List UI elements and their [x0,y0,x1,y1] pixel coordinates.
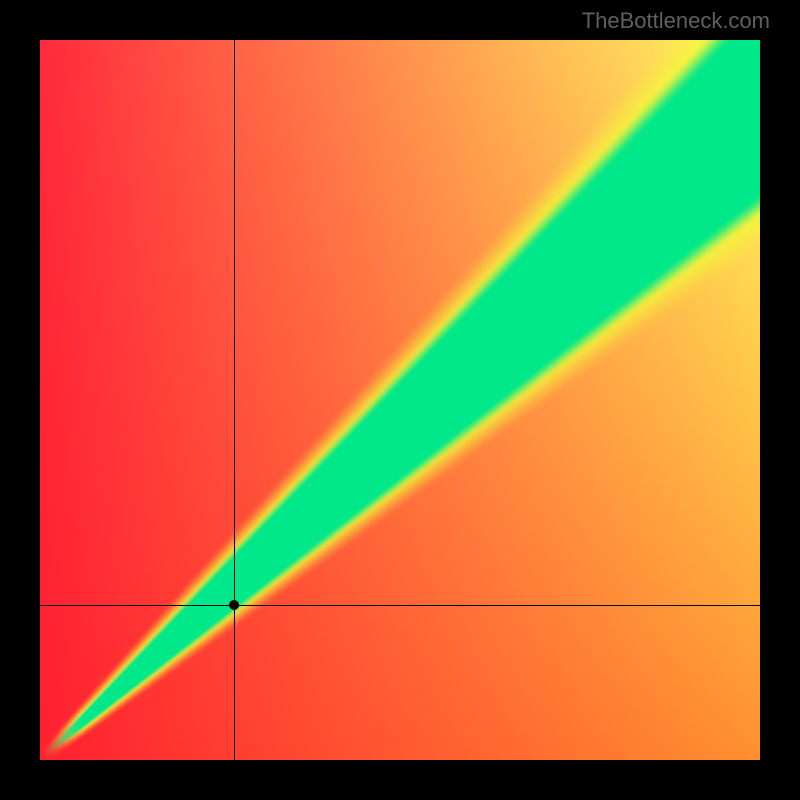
watermark-text: TheBottleneck.com [582,8,770,34]
heatmap-canvas [40,40,760,760]
heatmap-plot [40,40,760,760]
crosshair-horizontal [40,605,760,606]
crosshair-vertical [234,40,235,760]
crosshair-marker [229,600,239,610]
